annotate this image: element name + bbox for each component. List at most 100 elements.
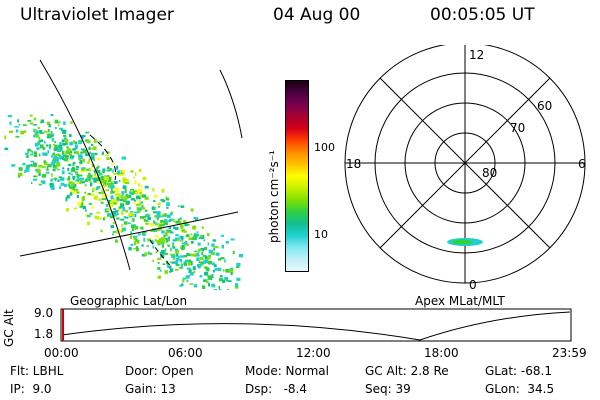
emission-pixel <box>7 115 12 118</box>
emission-pixel <box>74 141 78 145</box>
emission-pixel <box>104 176 109 181</box>
emission-pixel <box>204 271 209 276</box>
emission-pixel <box>109 168 112 171</box>
emission-pixel <box>90 152 95 157</box>
emission-pixel <box>193 270 196 274</box>
emission-pixel <box>222 269 225 272</box>
emission-pixel <box>118 180 121 182</box>
emission-pixel <box>96 177 101 180</box>
emission-pixel <box>125 210 129 213</box>
emission-pixel <box>57 146 61 149</box>
emission-pixel <box>30 182 33 184</box>
emission-pixel <box>114 214 117 217</box>
emission-pixel <box>33 117 36 121</box>
emission-pixel <box>52 159 56 164</box>
emission-pixel <box>68 172 72 175</box>
emission-pixel <box>194 234 199 237</box>
emission-pixel <box>139 203 143 206</box>
emission-pixel <box>213 264 217 268</box>
emission-pixel <box>156 240 161 243</box>
emission-pixel <box>184 242 188 245</box>
emission-pixel <box>144 196 149 200</box>
emission-pixel <box>186 253 191 256</box>
emission-pixel <box>161 188 165 193</box>
emission-pixel <box>97 169 101 174</box>
emission-pixel <box>46 136 50 139</box>
emission-pixel <box>113 201 117 205</box>
emission-pixel <box>54 178 57 182</box>
emission-pixel <box>220 257 225 260</box>
emission-pixel <box>179 221 182 224</box>
emission-pixel <box>203 279 208 283</box>
emission-pixel <box>154 194 158 198</box>
emission-pixel <box>60 177 65 181</box>
emission-pixel <box>121 191 125 195</box>
emission-pixel <box>66 146 69 149</box>
emission-pixel <box>152 188 155 192</box>
emission-pixel <box>84 184 87 187</box>
emission-pixel <box>89 212 93 215</box>
emission-pixel <box>173 220 176 223</box>
emission-pixel <box>65 142 68 145</box>
emission-pixel <box>93 169 96 173</box>
emission-pixel <box>208 249 213 254</box>
emission-pixel <box>104 154 109 157</box>
emission-pixel <box>239 254 243 258</box>
emission-pixel <box>33 134 35 138</box>
emission-pixel <box>74 188 79 192</box>
emission-pixel <box>76 165 79 168</box>
polar-mlt-plot <box>344 45 586 284</box>
emission-pixel <box>172 256 176 260</box>
emission-pixel <box>53 153 59 156</box>
emission-pixel <box>201 251 204 256</box>
emission-pixel <box>27 148 31 152</box>
emission-pixel <box>99 140 102 143</box>
emission-pixel <box>134 227 137 231</box>
emission-pixel <box>113 181 118 184</box>
emission-pixel <box>88 146 91 151</box>
geographic-caption: Geographic Lat/Lon <box>70 294 188 308</box>
emission-pixel <box>67 148 71 153</box>
emission-pixel <box>134 226 139 230</box>
emission-pixel <box>38 164 43 168</box>
emission-pixel <box>124 189 127 194</box>
emission-pixel <box>224 259 226 263</box>
timeline-ylabel: GC Alt <box>2 309 16 347</box>
emission-pixel <box>155 235 159 238</box>
emission-pixel <box>174 248 178 251</box>
emission-pixel <box>196 252 199 255</box>
emission-pixel <box>38 136 41 140</box>
emission-pixel <box>152 259 154 262</box>
emission-pixel <box>142 176 147 181</box>
emission-pixel <box>116 240 119 243</box>
emission-pixel <box>98 172 103 176</box>
filter-info: Flt: LBHL <box>10 364 64 378</box>
emission-pixel <box>134 241 137 245</box>
emission-pixel <box>157 275 162 279</box>
emission-pixel <box>165 197 169 201</box>
emission-pixel <box>111 188 113 191</box>
emission-pixel <box>166 231 170 234</box>
emission-pixel <box>62 156 64 160</box>
emission-pixel <box>73 151 77 154</box>
emission-pixel <box>171 254 175 257</box>
emission-pixel <box>168 245 170 247</box>
emission-pixel <box>112 222 115 225</box>
emission-pixel <box>26 154 29 158</box>
emission-pixel <box>78 174 83 177</box>
dsp-info: Dsp: -8.4 <box>245 382 308 396</box>
gcalt-info: GC Alt: 2.8 Re <box>365 364 449 378</box>
emission-pixel <box>184 259 189 262</box>
emission-pixel <box>135 239 139 242</box>
emission-pixel <box>158 241 162 245</box>
emission-pixel <box>201 248 205 252</box>
emission-pixel <box>106 157 110 160</box>
emission-pixel <box>81 168 85 171</box>
emission-pixel <box>50 131 53 134</box>
emission-pixel <box>14 126 19 128</box>
emission-pixel <box>80 151 83 154</box>
emission-pixel <box>133 235 138 238</box>
emission-pixel <box>86 214 91 218</box>
emission-pixel <box>18 167 23 171</box>
emission-pixel <box>89 182 93 187</box>
